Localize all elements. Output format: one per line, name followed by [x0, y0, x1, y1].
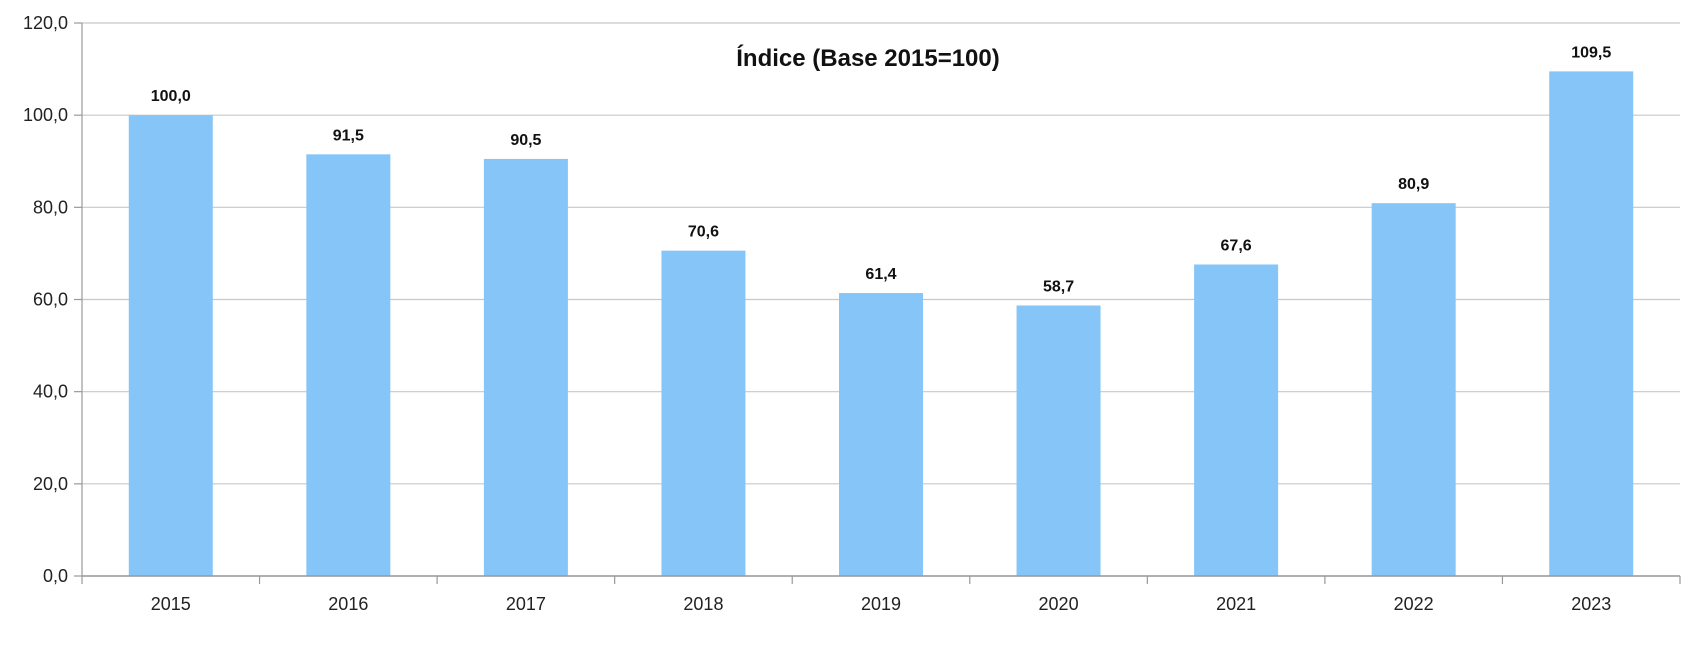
bar-2016: [306, 154, 391, 576]
data-label-2017: 90,5: [510, 132, 541, 149]
x-tick-label: 2020: [1039, 594, 1079, 614]
y-tick-label: 80,0: [33, 197, 68, 217]
y-tick-label: 20,0: [33, 474, 68, 494]
x-tick-label: 2021: [1216, 594, 1256, 614]
x-tick-label: 2017: [506, 594, 546, 614]
bar-2019: [839, 293, 923, 576]
x-tick-label: 2016: [328, 594, 368, 614]
data-label-2016: 91,5: [333, 127, 364, 144]
data-label-2020: 58,7: [1043, 278, 1074, 295]
bar-2020: [1016, 305, 1101, 576]
data-label-2018: 70,6: [688, 224, 719, 241]
x-tick-label: 2019: [861, 594, 901, 614]
bar-2022: [1371, 203, 1456, 576]
y-tick-label: 100,0: [23, 105, 68, 125]
axes: [74, 22, 1681, 584]
x-tick-label: 2018: [683, 594, 723, 614]
y-tick-label: 60,0: [33, 290, 68, 310]
bar-2017: [483, 158, 568, 576]
data-label-2015: 100,0: [151, 88, 191, 105]
bar-2021: [1194, 264, 1279, 576]
bar-2023: [1549, 71, 1634, 576]
data-label-2019: 61,4: [865, 266, 896, 283]
y-tick-label: 40,0: [33, 382, 68, 402]
x-tick-label: 2015: [151, 594, 191, 614]
bars: [128, 71, 1634, 577]
data-label-2021: 67,6: [1221, 237, 1252, 254]
labels: 0,0 20,0 40,0 60,0 80,0 100,0 120,0 100,0 2015 91…: [23, 13, 1611, 614]
bar-2018: [661, 250, 746, 576]
x-tick-label: 2022: [1394, 594, 1434, 614]
y-tick-label: 0,0: [43, 566, 68, 586]
bar-2015: [128, 115, 213, 577]
data-label-2023: 109,5: [1571, 44, 1611, 61]
x-tick-label: 2023: [1571, 594, 1611, 614]
chart-title: Índice (Base 2015=100): [736, 44, 1000, 72]
data-label-2022: 80,9: [1398, 176, 1429, 193]
y-tick-label: 120,0: [23, 13, 68, 33]
